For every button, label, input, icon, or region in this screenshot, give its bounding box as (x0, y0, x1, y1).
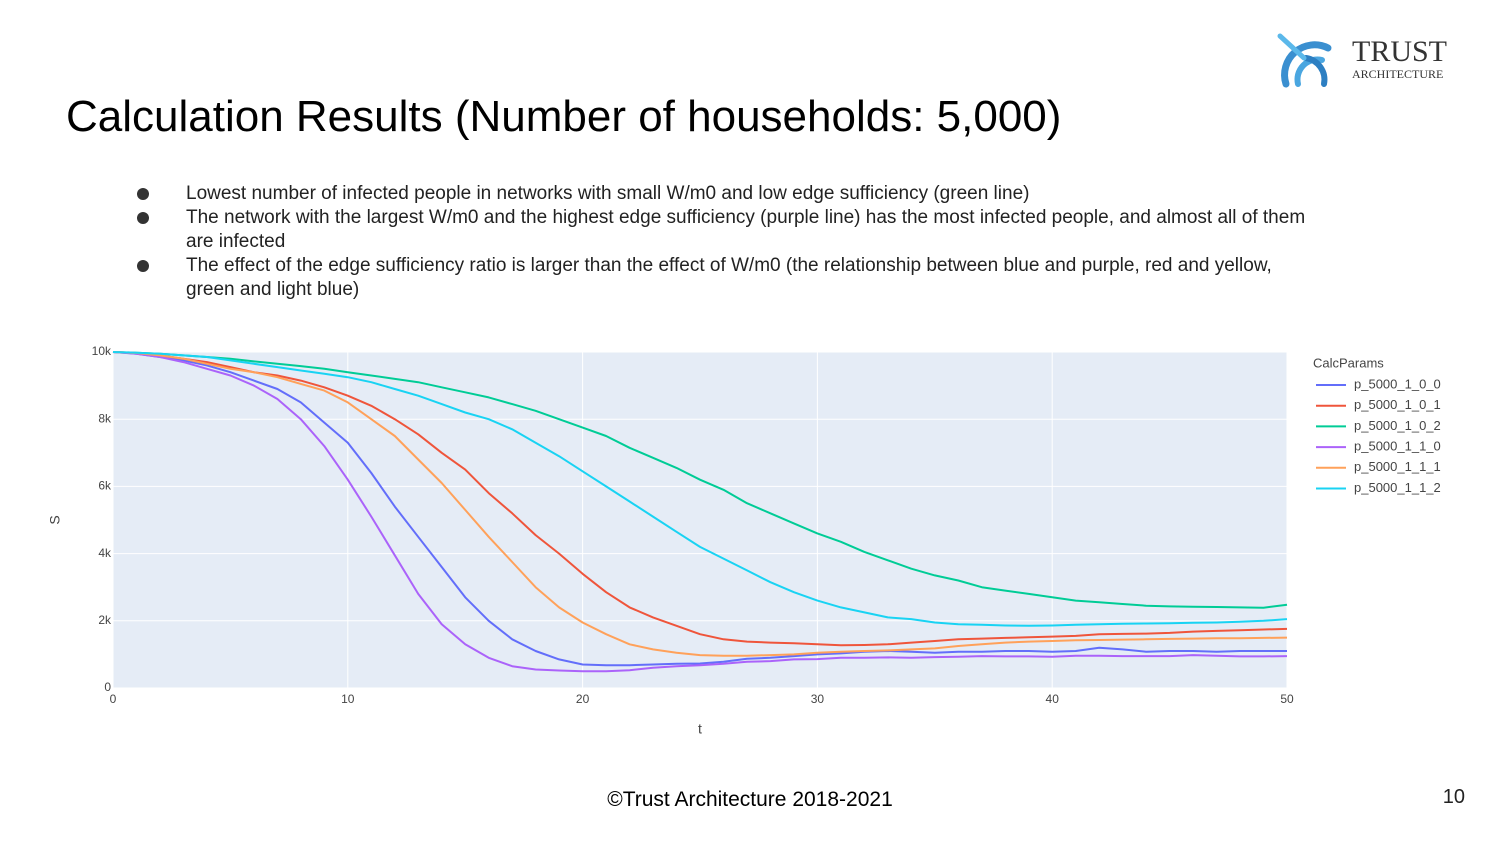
logo-mark (1277, 33, 1332, 88)
x-tick-label: 10 (341, 692, 355, 706)
data-line (112, 351, 1288, 609)
data-line (112, 351, 1288, 673)
x-tick-label: 40 (1046, 692, 1060, 706)
chart: 0 2k 4k 6k 8k 10k 0 10 20 30 40 50 t S CalcParams p_500… (47, 344, 1441, 737)
legend-label: p_5000_1_0_0 (1354, 376, 1441, 391)
data-line (112, 351, 1288, 627)
y-tick-label: 8k (98, 411, 112, 425)
y-axis-label: S (47, 515, 63, 524)
y-tick-label: 0 (104, 680, 111, 694)
legend-label: p_5000_1_1_0 (1354, 439, 1441, 454)
y-tick-label: 4k (98, 546, 112, 560)
x-tick-label: 0 (110, 692, 117, 706)
bullet: The effect of the edge sufficiency ratio… (130, 254, 1315, 302)
logo-name: TRUST (1352, 35, 1447, 68)
bullet: The network with the largest W/m0 and th… (130, 206, 1315, 254)
legend-title: CalcParams (1313, 355, 1384, 370)
page-number: 10 (1442, 786, 1465, 808)
data-line (112, 351, 1288, 657)
slide-title: Calculation Results (Number of household… (66, 92, 1062, 141)
data-line (112, 351, 1287, 667)
logo-sub: ARCHITECTURE (1352, 67, 1443, 81)
logo: TRUST ARCHITECTURE (1277, 33, 1447, 88)
y-tick-label: 2k (98, 613, 112, 627)
bullet-list: Lowest number of infected people in netw… (130, 182, 1315, 302)
x-tick-label: 30 (811, 692, 825, 706)
x-axis-label: t (698, 721, 702, 737)
y-tick-label: 10k (92, 344, 112, 358)
x-tick-label: 50 (1280, 692, 1294, 706)
x-tick-label: 20 (576, 692, 590, 706)
legend-label: p_5000_1_1_1 (1354, 459, 1441, 474)
legend-label: p_5000_1_0_2 (1354, 418, 1441, 433)
y-tick-label: 6k (98, 479, 112, 493)
plot-area (113, 352, 1287, 688)
footer: ©Trust Architecture 2018-2021 (607, 788, 893, 811)
data-line (112, 351, 1288, 647)
legend-label: p_5000_1_0_1 (1354, 397, 1441, 412)
legend-label: p_5000_1_1_2 (1354, 480, 1441, 495)
bullet: Lowest number of infected people in netw… (130, 182, 1315, 206)
